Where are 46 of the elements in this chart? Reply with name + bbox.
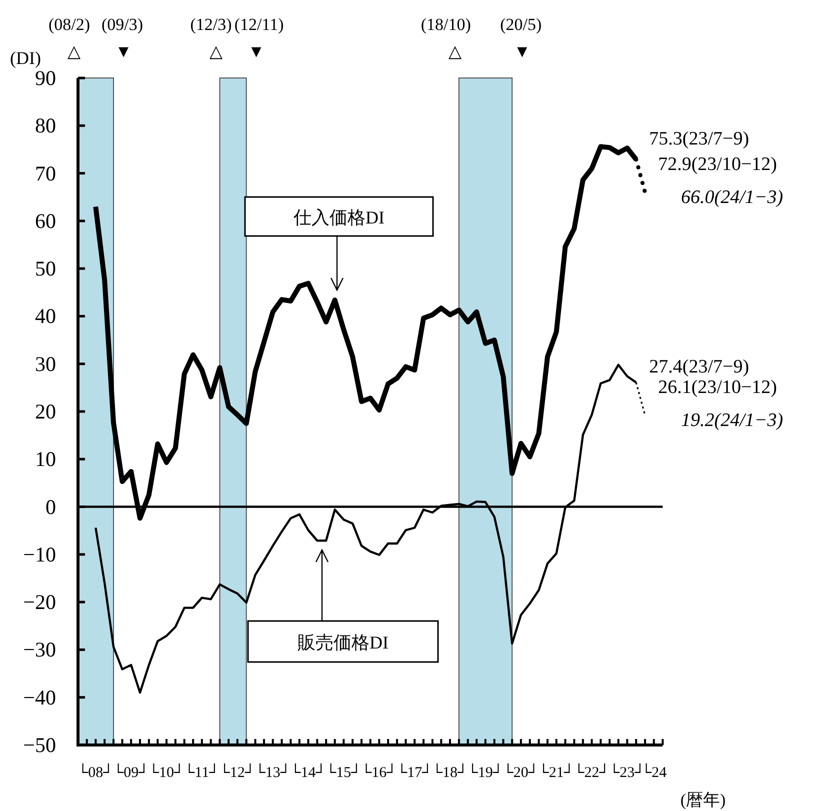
text: (12/11) ▼ [234, 15, 284, 61]
data-label: 72.9(23/10−12) [658, 154, 778, 175]
text: (20/5) ▼ [500, 15, 542, 61]
x-tick-label: └09┘ [112, 763, 150, 781]
data-label: 19.2(24/1−3) [681, 410, 784, 431]
y-tick-label: 70 [35, 161, 56, 186]
x-tick-label: └21┘ [538, 763, 574, 781]
x-tick-label: └13┘ [254, 763, 291, 781]
y-tick-label: 80 [35, 114, 56, 138]
x-tick-label: └08┘ [78, 763, 114, 781]
data-label: 27.4(23/7−9) [649, 356, 750, 378]
x-tick-label: └16┘ [361, 763, 398, 781]
x-tick-label: └17┘ [396, 763, 433, 781]
y-tick-label: −40 [23, 685, 56, 710]
x-tick-label: └20┘ [502, 763, 540, 781]
x-tick-label: └15┘ [326, 763, 362, 781]
y-tick-label: −50 [23, 733, 56, 757]
text: 仕入価格DI [292, 208, 384, 228]
y-tick-label: −30 [23, 638, 56, 662]
y-tick-label: 0 [46, 494, 56, 519]
text: 販売価格DI [298, 632, 388, 652]
x-tick-label: └14┘ [290, 763, 326, 781]
data-label: 66.0(24/1−3) [681, 186, 784, 208]
y-tick-label: 50 [35, 256, 56, 281]
y-tick-label: 10 [35, 447, 56, 472]
y-tick-label: 20 [35, 400, 56, 424]
y-tick-label: −10 [23, 542, 56, 566]
x-tick-label: └12┘ [219, 763, 256, 781]
y-tick-label: 60 [35, 208, 56, 233]
text: (12/3) △ [190, 15, 232, 61]
text: (18/10) △ [420, 15, 471, 61]
text: (09/3) ▼ [102, 15, 144, 61]
data-label: 75.3(23/7−9) [649, 128, 750, 150]
x-tick-label: └22┘ [574, 763, 610, 781]
x-axis-title: (暦年) [680, 790, 726, 810]
x-tick-label: └19┘ [467, 763, 504, 781]
y-axis-title: (DI) [10, 48, 41, 68]
y-tick-label: −20 [23, 590, 56, 614]
x-tick-label: └11┘ [184, 763, 220, 781]
y-tick-label: 40 [35, 304, 56, 328]
text: (08/2) △ [48, 15, 90, 61]
x-tick-label: └18┘ [432, 763, 468, 781]
y-tick-label: 30 [35, 352, 56, 376]
x-tick-label: └10┘ [148, 763, 185, 781]
data-label: 26.1(23/10−12) [658, 376, 778, 398]
y-tick-label: 90 [35, 66, 56, 90]
